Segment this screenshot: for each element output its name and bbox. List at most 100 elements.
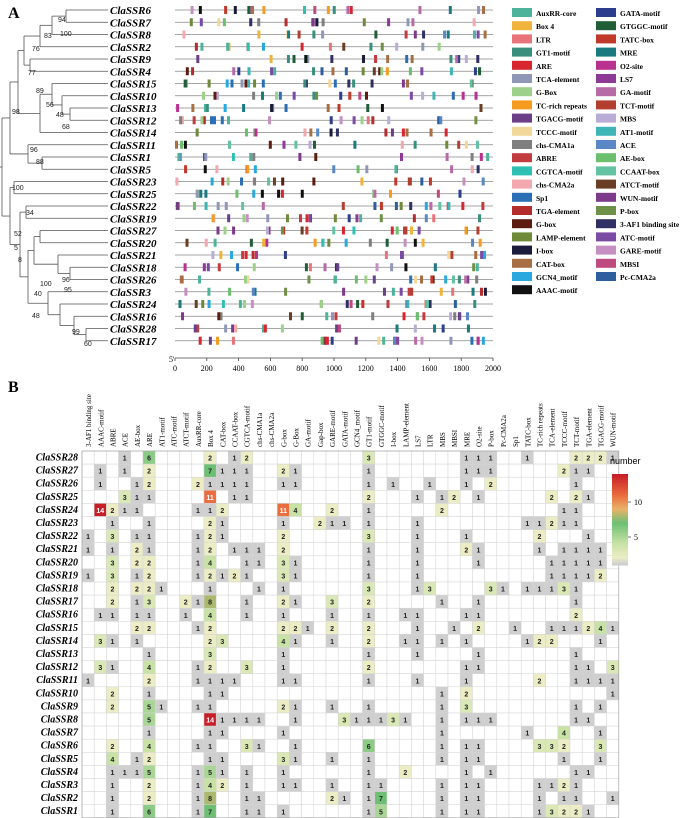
motif-box xyxy=(251,287,255,296)
heatmap-cell-value: 6 xyxy=(147,809,151,816)
heatmap-cell-value: 1 xyxy=(611,678,615,685)
heatmap-column-label: ABRE xyxy=(110,428,118,447)
heatmap-cell xyxy=(533,503,546,517)
gene-label-a: ClaSSR10 xyxy=(110,91,157,103)
heatmap-cell-value: 1 xyxy=(403,613,407,620)
motif-box xyxy=(361,55,365,63)
motif-box xyxy=(450,251,454,259)
heatmap-cell-value: 1 xyxy=(111,547,115,554)
heatmap-cell-value: 3 xyxy=(281,757,285,764)
heatmap-cell xyxy=(325,542,339,557)
heatmap-cell-value: 1 xyxy=(464,757,468,764)
heatmap-cell-value: 3 xyxy=(342,718,346,725)
motif-box xyxy=(247,6,251,14)
heatmap-cell xyxy=(545,765,559,779)
heatmap-cell xyxy=(557,699,571,714)
legend-label: 3-AF1 binding site xyxy=(620,220,680,229)
motif-box xyxy=(342,42,346,51)
heatmap-cell xyxy=(447,450,461,465)
motif-box xyxy=(230,79,234,88)
gene-label-a: ClaSSR28 xyxy=(110,324,157,336)
motif-box xyxy=(277,189,281,198)
heatmap-cell xyxy=(106,490,119,504)
heatmap-cell xyxy=(533,712,546,727)
legend-swatch xyxy=(596,166,616,176)
heatmap-cell xyxy=(93,673,107,688)
heatmap-cell xyxy=(93,699,107,714)
motif-box xyxy=(396,336,400,345)
motif-box xyxy=(321,30,325,39)
motif-box xyxy=(249,153,253,161)
heatmap-cell xyxy=(215,607,229,622)
motif-box xyxy=(323,263,327,272)
motif-box xyxy=(183,263,187,272)
heatmap-cell-value: 1 xyxy=(403,718,407,725)
heatmap-cell xyxy=(130,463,144,478)
heatmap-cell-value: 3 xyxy=(599,744,603,751)
heatmap-cell xyxy=(398,476,412,491)
motif-box xyxy=(424,214,428,223)
heatmap-cell xyxy=(508,581,522,596)
heatmap-cell xyxy=(252,686,266,701)
heatmap-cell xyxy=(533,607,546,622)
motif-box xyxy=(462,177,466,186)
heatmap-column-label: AE-box xyxy=(134,424,142,447)
heatmap-cell xyxy=(508,738,522,753)
heatmap-cell xyxy=(301,712,315,727)
motif-box xyxy=(198,275,202,284)
motif-box xyxy=(321,238,325,247)
motif-box xyxy=(359,214,363,223)
heatmap-cell-value: 2 xyxy=(111,587,115,594)
heatmap-cell xyxy=(459,490,473,504)
heatmap-cell-value: 1 xyxy=(196,600,200,607)
heatmap-cell-value: 3 xyxy=(367,534,371,541)
heatmap-cell-value: 3 xyxy=(147,600,151,607)
heatmap-cell-value: 1 xyxy=(220,718,224,725)
heatmap-cell-value: 3 xyxy=(367,456,371,463)
heatmap-cell xyxy=(606,712,620,727)
motif-box xyxy=(224,324,228,333)
heatmap-cell-value: 3 xyxy=(428,587,432,594)
heatmap-cell xyxy=(350,725,363,740)
heatmap-cell xyxy=(496,621,510,635)
heatmap-cell xyxy=(313,686,327,701)
heatmap-cell-value: 1 xyxy=(98,469,102,476)
motif-box xyxy=(269,55,273,63)
motif-box xyxy=(180,140,184,149)
heatmap-cell xyxy=(289,529,302,543)
heatmap-cell xyxy=(411,476,424,491)
motif-box xyxy=(191,67,195,76)
heatmap-cell-value: 1 xyxy=(489,770,493,777)
heatmap-cell-value: 2 xyxy=(538,639,542,646)
heatmap-cell-value: 1 xyxy=(294,573,298,580)
motif-box xyxy=(481,177,485,186)
legend-label: chs-CMA1a xyxy=(536,141,575,150)
heatmap-cell-value: 3 xyxy=(245,665,249,672)
heatmap-cell xyxy=(167,686,180,701)
heatmap-cell xyxy=(215,581,229,596)
heatmap-cell-value: 2 xyxy=(574,495,578,502)
heatmap-cell xyxy=(508,476,522,491)
heatmap-cell-value: 3 xyxy=(98,665,102,672)
motif-box xyxy=(420,336,424,345)
heatmap-cell xyxy=(81,712,95,727)
heatmap-cell-value: 6 xyxy=(367,744,371,751)
heatmap-cell-value: 1 xyxy=(367,783,371,790)
heatmap-cell xyxy=(154,594,168,609)
bootstrap-value: 100 xyxy=(40,281,52,288)
motif-box xyxy=(287,30,291,39)
heatmap-cell-value: 1 xyxy=(416,547,420,554)
motif-box xyxy=(209,116,213,125)
heatmap-cell-value: 1 xyxy=(281,783,285,790)
motif-box xyxy=(226,42,230,51)
heatmap-cell xyxy=(313,778,327,792)
heatmap-cell xyxy=(81,503,95,517)
heatmap-cell xyxy=(484,804,498,818)
motif-box xyxy=(406,18,410,27)
heatmap-cell-value: 1 xyxy=(562,560,566,567)
motif-box xyxy=(244,128,248,137)
motif-box xyxy=(464,275,468,284)
heatmap-cell xyxy=(398,542,412,557)
motif-box xyxy=(305,226,309,235)
heatmap-column-label: TGA-element xyxy=(585,408,593,447)
